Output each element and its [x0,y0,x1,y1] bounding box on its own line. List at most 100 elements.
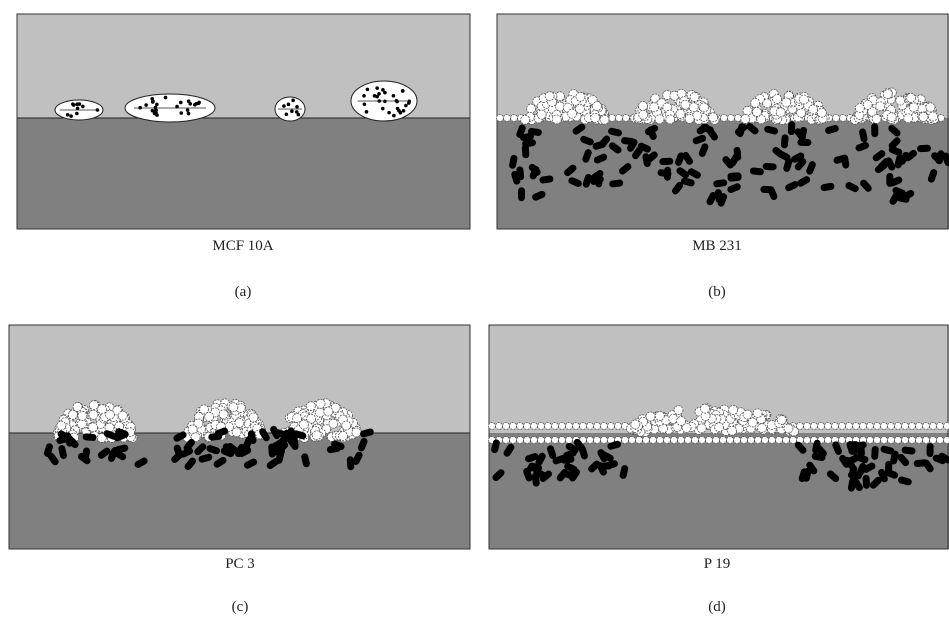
cell [315,398,326,409]
panel-a: MCF 10A (a) [16,13,471,300]
cell [824,422,832,430]
cell [663,436,671,444]
invading-cell [794,441,807,454]
invading-cell [580,135,594,146]
invading-cell [764,125,779,135]
invading-cell [509,154,518,169]
cell [600,436,608,444]
cell [887,422,895,430]
cell [523,436,531,444]
cell [875,101,886,112]
panel-c: PC 3 (c) [8,324,471,615]
cell [88,409,99,420]
invading-cell [220,447,235,458]
invading-cell [698,143,709,157]
cell [551,436,559,444]
invading-cell [352,451,363,465]
invading-cell [113,431,127,442]
invading-cell [274,436,288,448]
cell [727,425,737,436]
invading-cell [659,157,674,166]
nucleus [294,110,299,114]
invading-cell [608,127,622,137]
cell [572,422,580,430]
invading-cell [582,149,592,163]
cell [536,109,547,120]
cell [943,436,949,444]
cell [649,436,657,444]
cell [680,99,691,110]
cell [67,409,78,420]
nucleus [155,113,159,117]
invading-cell [871,123,879,138]
cell [544,422,552,430]
invading-cell [897,453,910,467]
invading-cell [820,182,835,192]
nucleus [163,95,168,100]
invading-cell [82,433,97,441]
cell [509,422,517,430]
cell [586,422,594,430]
invading-cell [901,446,916,455]
cell [699,102,709,113]
cell [781,97,792,108]
cell [901,436,909,444]
cell [782,436,790,444]
invading-cell [134,457,148,468]
invading-cell [780,134,789,149]
invading-cell [839,454,850,468]
cell [696,423,707,434]
nucleus [364,109,369,114]
cell [740,436,748,444]
nucleus [186,99,191,104]
invading-cell [618,163,632,175]
invading-cell [539,175,554,184]
invading-cell [798,126,808,141]
cell [614,422,622,430]
invading-cell [572,123,586,135]
well [496,13,949,230]
cell [630,419,641,430]
invading-cell [520,132,534,142]
cell [803,436,811,444]
invading-cell [213,456,227,468]
invading-cell [360,428,374,438]
cell [747,417,758,428]
invading-cell [806,161,816,175]
cell [684,436,692,444]
cell [530,422,538,430]
invading-cell [539,470,553,483]
cell [866,422,874,430]
nucleus [362,102,367,107]
cell [56,420,67,431]
cell [726,436,734,444]
invading-cell [880,445,895,455]
invading-cell [206,445,221,455]
invading-cell [682,151,694,165]
cell [76,419,87,429]
invading-cell [518,187,526,202]
cell [817,422,825,430]
invading-cell [811,452,826,462]
cell [654,114,665,125]
cell [555,101,565,112]
cell [808,104,819,115]
cell [607,422,615,430]
nucleus [401,108,406,113]
cell [593,436,601,444]
invading-cell [184,457,196,471]
invading-cell [878,157,891,170]
cell [698,436,706,444]
invading-cell [674,152,685,166]
cell [700,403,710,414]
invading-cell [846,441,856,455]
caption: P 19 [704,556,731,572]
invading-cell [872,150,886,162]
cell [895,95,906,106]
invading-cell [783,158,793,172]
invading-cell [904,149,917,162]
nucleus [75,106,80,111]
invading-cell [760,185,775,194]
cell [586,436,594,444]
caption: MCF 10A [212,238,273,254]
